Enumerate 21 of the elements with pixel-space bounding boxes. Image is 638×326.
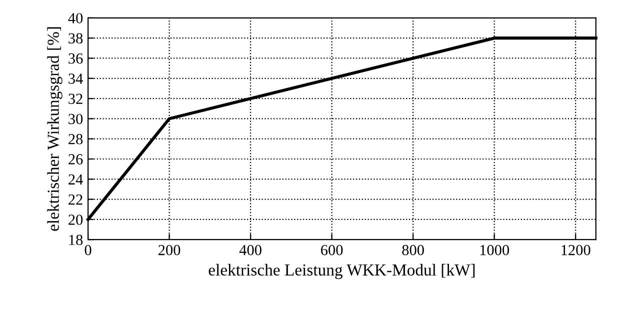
y-tick-label: 26 <box>68 154 83 164</box>
y-tick-label: 38 <box>68 33 83 44</box>
y-tick-label: 32 <box>68 94 82 104</box>
x-tick-label: 0 <box>84 244 92 256</box>
y-axis-title: elektrischer Wirkungsgrad [%] <box>47 27 62 231</box>
y-tick-label: 34 <box>68 74 83 84</box>
y-tick-label: 28 <box>68 134 83 144</box>
y-tick-label: 20 <box>68 214 83 225</box>
y-tick-label: 30 <box>68 114 83 124</box>
y-tick-label: 18 <box>69 234 83 246</box>
x-tick-label: 200 <box>158 244 180 256</box>
x-axis-title: elektrische Leistung WKK-Modul [kW] <box>208 264 475 280</box>
x-tick-label: 600 <box>321 244 343 256</box>
x-tick-label: 400 <box>239 244 262 256</box>
y-tick-label: 24 <box>68 174 83 184</box>
x-tick-label: 1200 <box>562 244 590 256</box>
y-tick-label: 40 <box>68 13 83 24</box>
x-tick-label: 800 <box>402 244 424 256</box>
x-tick-label: 1000 <box>480 244 510 256</box>
y-tick-label: 36 <box>68 53 83 64</box>
y-tick-label: 22 <box>68 194 82 205</box>
